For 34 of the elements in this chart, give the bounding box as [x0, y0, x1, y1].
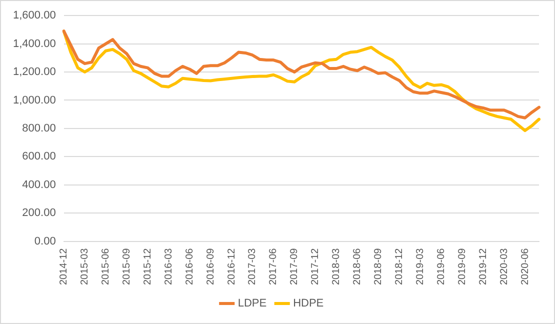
x-tick-label: 2016-12 — [226, 248, 238, 286]
x-tick-label: 2016-03 — [163, 248, 174, 286]
x-tick-label: 2020-06 — [520, 248, 531, 286]
y-tick-label: 1,200.00 — [12, 66, 56, 78]
y-tick-label: 200.00 — [22, 207, 56, 220]
x-tick-label: 2015-09 — [121, 248, 132, 286]
x-tick-label: 2019-12 — [478, 248, 489, 286]
x-tick-label: 2018-09 — [373, 248, 384, 286]
y-tick-label: 600.00 — [22, 150, 56, 163]
x-tick-label: 2016-09 — [205, 248, 216, 286]
y-tick-label: 1,000.00 — [12, 94, 56, 106]
x-tick-label: 2015-12 — [142, 248, 154, 286]
x-tick-label: 2017-06 — [268, 248, 280, 286]
y-tick-label: 800.00 — [22, 122, 56, 134]
x-tick-label: 2015-06 — [100, 248, 112, 286]
y-tick-label: 0.00 — [34, 235, 56, 248]
legend-label: LDPE — [238, 298, 267, 310]
x-tick-label: 2019-06 — [436, 248, 447, 286]
x-tick-label: 2014-12 — [58, 248, 70, 286]
x-tick-label: 2016-06 — [184, 248, 196, 286]
x-tick-label: 2017-12 — [310, 248, 322, 286]
x-tick-label: 2017-03 — [247, 248, 258, 286]
x-tick-label: 2015-03 — [80, 248, 91, 286]
x-tick-label: 2018-06 — [352, 248, 364, 286]
legend-label: HDPE — [293, 298, 324, 310]
y-tick-label: 1,600.00 — [12, 10, 56, 22]
x-tick-label: 2019-09 — [456, 248, 468, 286]
x-tick-label: 2020-03 — [498, 248, 510, 286]
x-tick-label: 2017-09 — [289, 248, 300, 286]
y-tick-label: 400.00 — [22, 178, 56, 191]
x-tick-label: 2018-12 — [394, 248, 405, 286]
y-tick-label: 1,400.00 — [12, 38, 56, 50]
x-tick-label: 2018-03 — [331, 248, 342, 286]
x-tick-label: 2019-03 — [414, 248, 426, 286]
